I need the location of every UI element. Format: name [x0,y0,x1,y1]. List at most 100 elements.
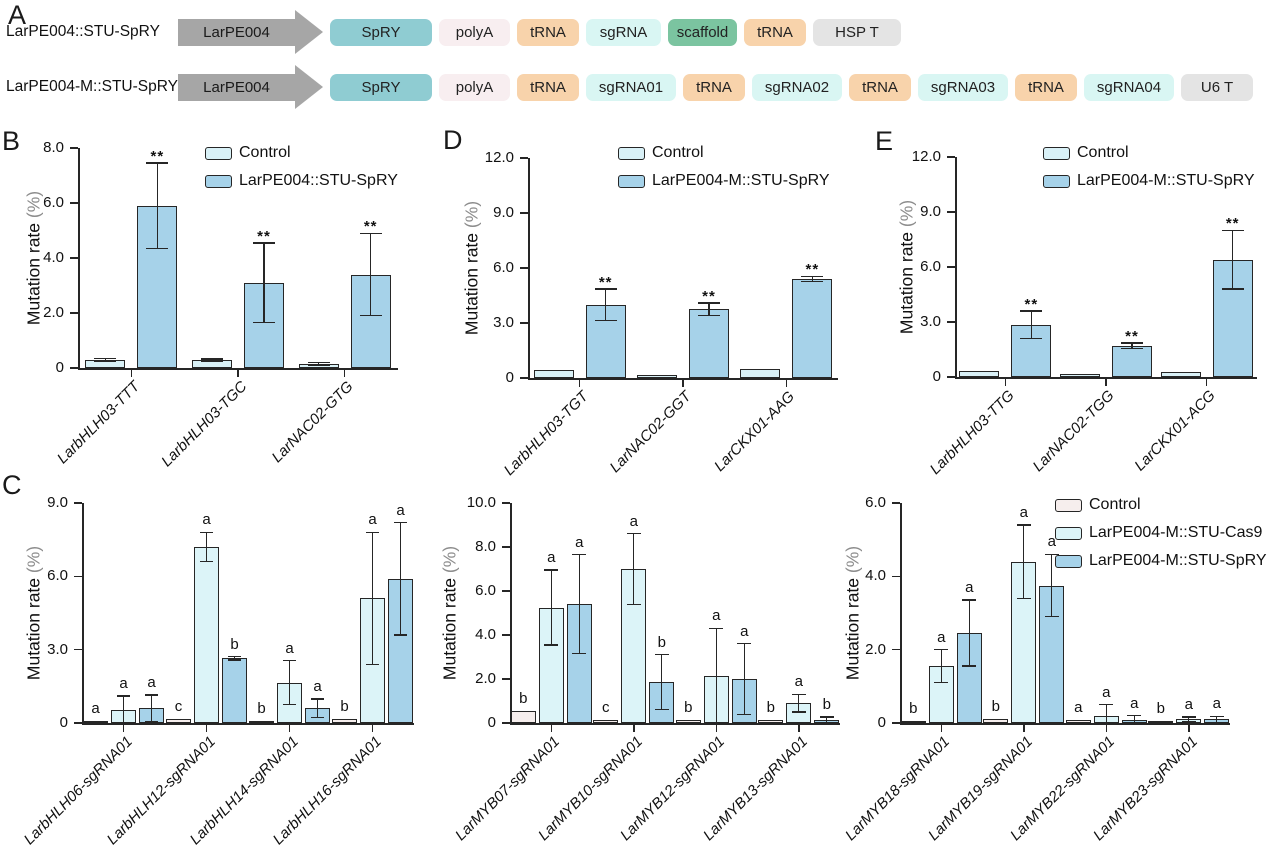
error-bar-cap [1181,720,1196,723]
y-tick-mark [74,648,82,651]
error-bar-cap [1127,714,1142,717]
error-bar-cap [144,721,159,723]
significance-letter: b [340,698,349,716]
error-bar [1030,311,1033,339]
y-tick-label: 6.0 [493,259,514,276]
y-tick-label: 4.0 [865,567,886,585]
bar-larpe004-m-stu-spry [566,604,592,723]
legend-label: Control [239,144,291,161]
error-bar [371,532,374,665]
y-tick-mark [502,590,510,592]
y-tick-mark [502,678,510,680]
error-bar [798,694,800,712]
y-tick-mark [520,157,528,159]
significance-letter: c [602,698,610,716]
bar-control [249,720,274,723]
error-bar-cap [572,554,587,556]
error-bar-cap [365,531,380,534]
x-tick-mark [343,369,346,377]
error-bar-cap [253,321,275,324]
significance-stars: ** [1125,328,1139,346]
error-bar [156,163,159,249]
error-bar [317,362,320,365]
bar-control [593,719,619,723]
error-bar [1216,716,1218,723]
construct-element-sgrna01: sgRNA01 [586,73,676,101]
legend-swatch [1055,554,1082,568]
error-bar-cap [1209,715,1224,718]
x-tick-label: LarbHLH03-TGC [157,378,251,471]
error-bar-cap [227,655,242,658]
error-bar-cap [654,709,669,711]
error-bar [104,358,107,362]
error-bar-cap [626,533,641,535]
y-tick-mark [947,321,955,323]
construct-row: LarPE004::STU-SpRY LarPE004 SpRY polyA tRNA… [6,10,901,54]
construct-element-polya: polyA [439,18,510,46]
y-tick-label: 8.0 [475,538,496,555]
x-tick-mark [1105,378,1107,386]
y-tick-mark [70,257,78,259]
legend-label: LarPE004-M::STU-SpRY [1089,552,1267,569]
error-bar [1231,230,1234,289]
error-bar [1188,717,1190,722]
error-bar-cap [819,721,834,724]
y-tick-mark [947,376,955,378]
legend-item: LarPE004-M::STU-Cas9 [1055,524,1262,542]
bar-control [510,710,536,723]
error-bar-cap [94,357,117,360]
x-tick-mark [550,724,552,732]
significance-letter: b [257,699,266,717]
bar-larpe004-m-stu-spry [1112,345,1152,377]
error-bar-cap [282,659,297,662]
error-bar [150,694,153,722]
error-bar-cap [146,162,169,164]
y-tick-label: 3.0 [920,313,941,330]
construct-element-trna: tRNA [683,73,745,101]
legend-item: Control [1043,144,1129,162]
error-bar-cap [544,644,559,646]
chart-canvas: Mutation rate (%) 0 2.0 4.0 6.0 LarMYB18-sgRN… [842,462,1267,853]
y-tick-label: 0 [877,714,886,731]
error-bar [826,717,828,723]
y-tick-label: 6.0 [475,582,496,599]
y-tick-label: 0 [932,368,941,385]
y-tick-label: 6.0 [920,258,941,275]
construct-element-sgrna04: sgRNA04 [1084,73,1174,101]
legend-swatch [618,146,645,160]
bar-control [166,719,191,723]
error-bar-cap [393,521,408,524]
y-tick-label: 4.0 [43,249,64,266]
error-bar-cap [307,364,330,366]
x-tick-mark [237,369,239,377]
error-bar-cap [310,698,325,700]
error-bar-cap [1099,703,1114,706]
error-bar-cap [1044,615,1059,618]
legend-swatch [1043,174,1070,188]
error-bar-cap [310,716,325,719]
legend-label: LarPE004-M::STU-SpRY [652,172,830,189]
x-tick-mark [1004,378,1007,386]
significance-stars: ** [805,261,820,279]
error-bar-cap [199,560,214,563]
error-bar-cap [116,695,131,697]
chart-canvas: Mutation rate (%) 0 2.0 4.0 6.0 8.0 10.0 LarMYB… [430,462,852,853]
error-bar-cap [1044,553,1059,556]
significance-letter: a [1102,683,1111,701]
legend-item: Control [618,144,704,162]
error-bar-cap [1121,347,1143,350]
error-bar-cap [594,319,617,321]
significance-letter: a [1130,694,1139,712]
y-tick-label: 4.0 [475,626,496,643]
y-tick-mark [947,156,955,158]
construct-element-trna: tRNA [1015,73,1077,101]
y-tick-label: 3.0 [493,314,514,331]
bar-control [332,719,357,723]
error-bar-cap [1181,716,1196,718]
error-bar [743,643,745,715]
error-bar-cap [801,275,824,277]
legend-swatch [205,146,232,160]
error-bar-cap [365,663,380,666]
significance-letter: a [794,673,803,691]
error-bar [1105,704,1107,723]
